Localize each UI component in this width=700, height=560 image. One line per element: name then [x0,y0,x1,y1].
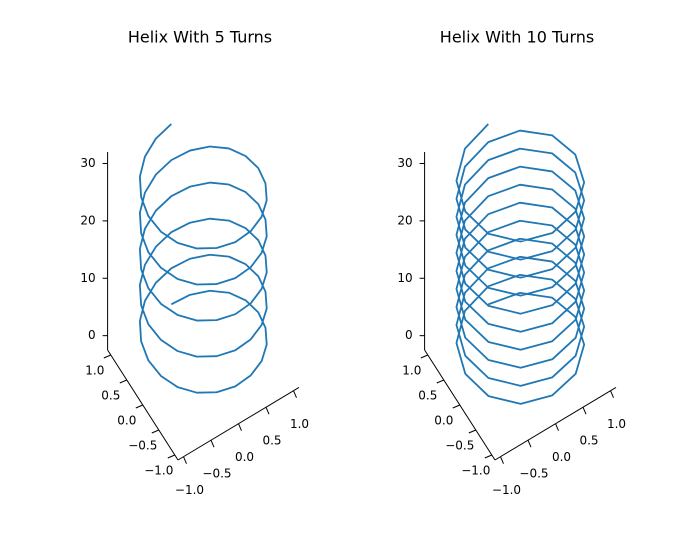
subplot-title: Helix With 5 Turns [128,28,272,47]
y-tick-label: −1.0 [461,464,490,478]
x-tick [582,407,587,415]
x-tick-label: −0.5 [519,467,548,481]
x-tick [293,390,297,398]
x-tick [265,407,270,415]
y-tick [420,354,428,359]
x-tick [183,456,187,464]
y-tick [103,354,111,359]
y-tick [119,379,127,384]
x-tick [210,440,215,448]
x-tick [527,440,532,448]
z-tick-label: 30 [80,156,95,170]
x-tick-label: −1.0 [175,483,204,497]
x-tick-label: 0.5 [579,434,598,448]
z-tick-label: 0 [88,328,96,342]
z-tick-label: 10 [80,271,95,285]
x-tick [500,456,504,464]
x-tick-label: 0.0 [552,450,571,464]
x-tick-label: 0.0 [235,450,254,464]
helix-line [138,123,268,394]
x-tick-label: 1.0 [607,417,626,431]
y-tick-label: 1.0 [402,364,421,378]
y-tick [151,429,159,434]
z-tick-label: 30 [397,156,412,170]
x-tick [610,390,614,398]
y-tick-label: 1.0 [85,364,104,378]
y-tick [452,404,460,409]
x-tick-label: −0.5 [202,467,231,481]
y-tick [436,379,444,384]
y-tick [167,454,175,459]
x-tick-label: 0.5 [262,434,281,448]
y-tick-label: 0.0 [117,414,136,428]
y-tick-label: 0.5 [101,389,120,403]
y-tick-label: 0.0 [434,414,453,428]
y-tick-label: 0.5 [418,389,437,403]
subplot: Helix With 5 Turns −1.0 −0.5 0.0 0.5 1.0 −1.0 −… [80,28,309,498]
z-tick-label: 20 [397,213,412,227]
y-tick [484,454,492,459]
x-tick [238,423,242,431]
x-tick-label: 1.0 [290,417,309,431]
z-tick-label: 0 [405,328,413,342]
subplot-title: Helix With 10 Turns [440,28,594,47]
x-tick-label: −1.0 [492,483,521,497]
y-tick-label: −0.5 [445,439,474,453]
x-tick [555,423,559,431]
y-tick [135,404,143,409]
y-tick [468,429,476,434]
y-tick-label: −1.0 [144,464,173,478]
y-tick-label: −0.5 [128,439,157,453]
subplot: Helix With 10 Turns −1.0 −0.5 0.0 0.5 1.0 −1.0… [397,28,626,498]
z-tick-label: 20 [80,213,95,227]
z-tick-label: 10 [397,271,412,285]
helix-line [455,123,586,405]
